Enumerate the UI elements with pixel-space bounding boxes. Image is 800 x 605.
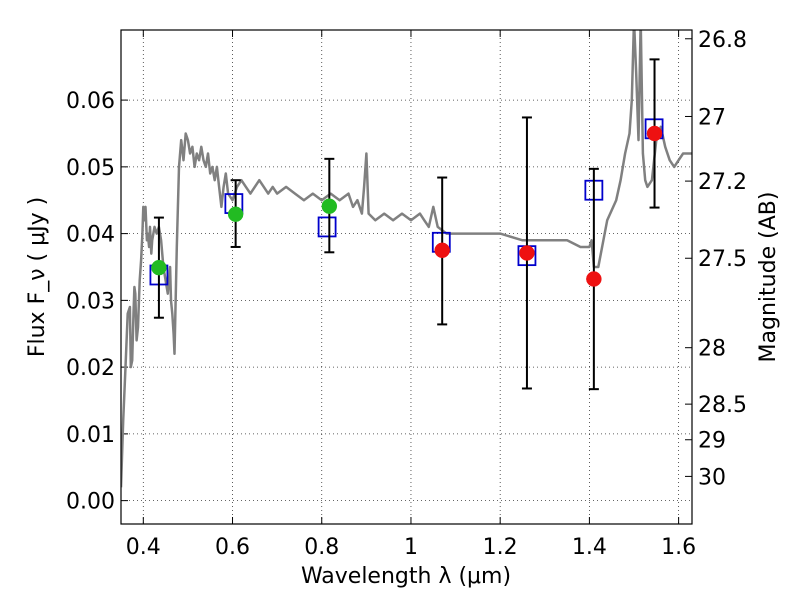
tick-labels: 0.4 0.6 0.8 1 1.2 1.4 1.6 0.00 0.01 0.02 0.03 0.04 0… — [66, 28, 747, 560]
y-tick-label: 0.03 — [66, 289, 115, 314]
y-tick-label: 0.00 — [66, 490, 115, 515]
plot-frame — [120, 29, 693, 525]
ticks — [121, 30, 692, 524]
x-tick-label: 1.2 — [483, 535, 518, 560]
model-spectrum-line — [121, 30, 692, 488]
y2-tick-label: 27.5 — [698, 247, 747, 272]
model-flux-square — [317, 216, 337, 238]
observed-flux-point — [586, 271, 602, 287]
x-tick-label: 1.6 — [661, 535, 696, 560]
observed-flux-point — [321, 198, 338, 214]
y2-tick-label: 27 — [698, 105, 726, 130]
x-axis-title: Wavelength λ (μm) — [301, 564, 511, 589]
y-tick-label: 0.06 — [66, 89, 115, 114]
plot-background — [121, 30, 692, 524]
x-tick-label: 0.8 — [304, 535, 339, 560]
y-tick-label: 0.01 — [66, 423, 115, 448]
x-tick-label: 1 — [404, 535, 418, 560]
y2-tick-label: 27.2 — [698, 170, 747, 195]
observed-flux-point — [646, 125, 663, 142]
y2-tick-label: 29 — [698, 429, 726, 454]
y2-tick-label: 30 — [698, 465, 726, 490]
y-tick-label: 0.04 — [66, 223, 115, 248]
data — [121, 30, 692, 488]
observed-flux-point — [434, 242, 450, 259]
y-tick-label: 0.05 — [66, 156, 115, 181]
observed-flux-point — [519, 245, 535, 261]
y2-tick-label: 28.5 — [698, 393, 747, 418]
observed-flux-point — [151, 259, 167, 276]
x-tick-label: 1.4 — [572, 535, 607, 560]
observed-flux-point — [227, 206, 244, 222]
x-tick-label: 0.4 — [126, 535, 161, 560]
y-axis-title: Flux F_ν ( μJy ) — [25, 197, 50, 357]
y2-tick-label: 26.8 — [698, 28, 747, 53]
y2-tick-label: 28 — [698, 337, 726, 362]
x-tick-label: 0.6 — [215, 535, 250, 560]
y2-axis-title: Magnitude (AB) — [756, 192, 781, 363]
y-tick-label: 0.02 — [66, 356, 115, 381]
